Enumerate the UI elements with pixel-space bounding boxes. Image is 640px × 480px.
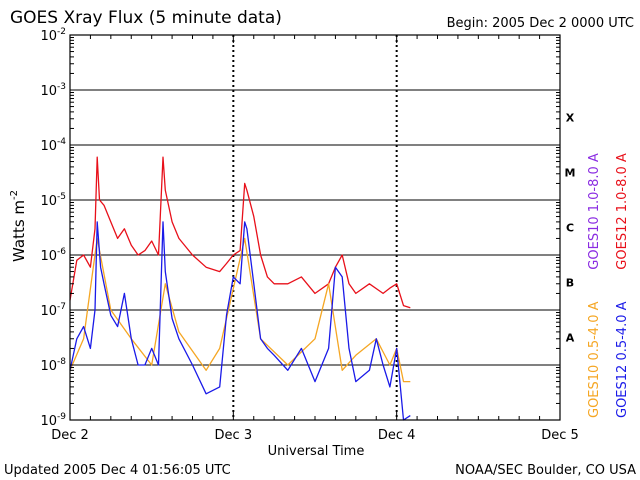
legend-entry: GOES12 1.0-8.0 A [615,153,630,270]
legend-column: GOES12 0.5-4.0 A GOES12 1.0-8.0 A [615,153,630,418]
legend-entry: GOES10 0.5-4.0 A [587,301,602,418]
y-tick-label-base: 10 [40,194,57,209]
y-tick-label-exponent: -5 [57,192,66,202]
series-line [69,221,411,421]
y-tick-label-base: 10 [40,304,57,319]
y-tick-label: 10-5 [40,192,66,209]
credit-label: NOAA/SEC Boulder, CO USA [455,463,636,478]
plot-frame [69,34,561,421]
flare-class-label: A [566,332,575,345]
y-axis-label-text: Watts m [10,200,28,262]
flare-class-label: M [565,167,576,180]
grid-lines [70,35,560,420]
axes [69,34,561,421]
y-tick-label-base: 10 [40,139,57,154]
legend-entry: GOES10 1.0-8.0 A [587,153,602,270]
series-lines [69,156,411,421]
x-tick-label: Dec 4 [378,428,416,443]
y-tick-label-exponent: -8 [57,357,66,367]
x-tick-label: Dec 2 [51,428,89,443]
y-axis-label-superscript: -2 [9,190,20,200]
legend-entry: GOES12 0.5-4.0 A [615,301,630,418]
y-tick-label: 10-9 [40,412,66,429]
y-tick-label-exponent: -2 [57,27,66,37]
series-line [69,237,411,383]
y-tick-label: 10-7 [40,302,66,319]
y-tick-label-base: 10 [40,414,57,429]
y-tick-label: 10-6 [40,247,66,264]
x-tick-label: Dec 5 [541,428,579,443]
flare-class-label: X [566,112,575,125]
x-tick-label: Dec 3 [215,428,253,443]
x-axis-label: Universal Time [268,444,365,459]
y-axis-label: Watts m-2 [9,190,28,262]
y-tick-label-exponent: -9 [57,412,66,422]
y-tick-label-base: 10 [40,249,57,264]
y-tick-label: 10-3 [40,82,66,99]
begin-label: Begin: 2005 Dec 2 0000 UTC [447,16,634,31]
y-tick-label: 10-2 [40,27,66,44]
y-tick-label-exponent: -3 [57,82,66,92]
y-tick-label-exponent: -4 [57,137,66,147]
y-tick-label-exponent: -7 [57,302,66,312]
y-tick-label-base: 10 [40,84,57,99]
updated-label: Updated 2005 Dec 4 01:56:05 UTC [4,463,231,478]
y-tick-label: 10-4 [40,137,66,154]
chart-title: GOES Xray Flux (5 minute data) [10,8,282,28]
legend-column: GOES10 0.5-4.0 A GOES10 1.0-8.0 A [587,153,602,418]
legend: GOES10 0.5-4.0 A GOES10 1.0-8.0 A GOES12 0… [587,153,630,418]
y-tick-label-base: 10 [40,359,57,374]
series-line [69,156,411,309]
y-tick-label: 10-8 [40,357,66,374]
y-tick-label-base: 10 [40,29,57,44]
flare-class-label: C [566,222,574,235]
flare-class-label: B [566,277,574,290]
y-tick-label-exponent: -6 [57,247,66,257]
